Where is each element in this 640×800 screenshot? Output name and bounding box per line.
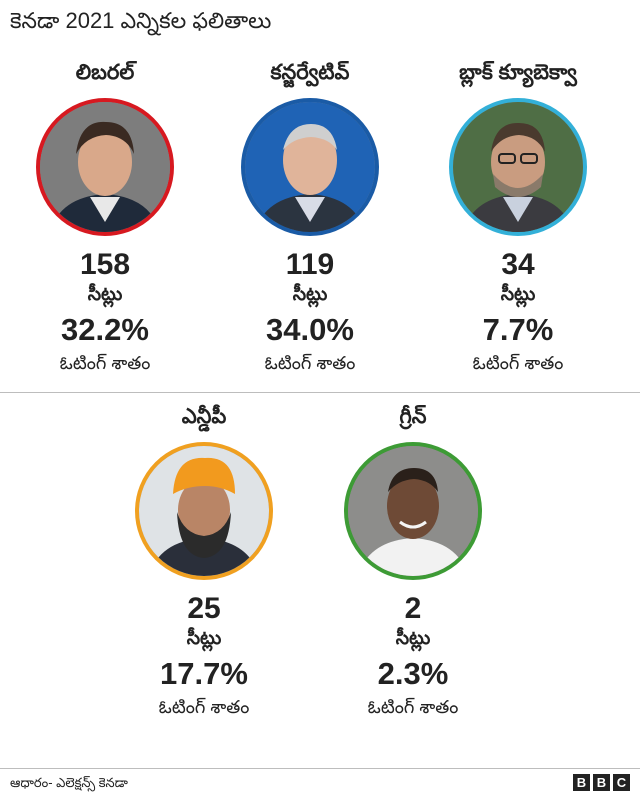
leader-photo xyxy=(241,98,379,236)
chart-title: కెనడా 2021 ఎన్నికల ఫలితాలు xyxy=(10,8,272,33)
seat-count: 2 xyxy=(404,592,422,625)
seats-label: సీట్లు xyxy=(186,628,222,649)
logo-letter: C xyxy=(613,774,630,791)
bbc-logo: B B C xyxy=(573,774,630,791)
party-name: బ్లాక్ క్యూబెక్వా xyxy=(459,61,577,84)
vote-share: 17.7% xyxy=(160,656,248,691)
party-card-liberal: లిబరల్ 158 సీట్లు 32.2% ఓటింగ్ శాతం xyxy=(5,58,205,376)
party-name: ఎన్డీపీ xyxy=(181,405,227,428)
seats-label: సీట్లు xyxy=(292,284,328,305)
leader-photo xyxy=(344,442,482,580)
row-divider xyxy=(0,392,640,393)
leader-photo xyxy=(135,442,273,580)
seat-count: 25 xyxy=(187,592,221,625)
seat-count: 119 xyxy=(285,248,335,281)
party-card-conservative: కన్జర్వేటివ్ 119 సీట్లు 34.0% ఓటింగ్ శాత… xyxy=(210,58,410,376)
party-name: లిబరల్ xyxy=(75,61,135,84)
vote-share: 7.7% xyxy=(482,312,554,347)
party-name: కన్జర్వేటివ్ xyxy=(270,61,350,84)
party-card-bloc: బ్లాక్ క్యూబెక్వా 34 సీట్లు 7.7% ఓటింగ్ … xyxy=(418,58,618,376)
party-card-green: గ్రీన్ 2 సీట్లు 2.3% ఓటింగ్ శాతం xyxy=(313,402,513,720)
vote-share-label: ఓటింగ్ శాతం xyxy=(158,697,250,717)
party-name: గ్రీన్ xyxy=(399,405,427,428)
seats-label: సీట్లు xyxy=(500,284,536,305)
leader-photo xyxy=(36,98,174,236)
seat-count: 158 xyxy=(79,248,131,281)
party-card-ndp: ఎన్డీపీ 25 సీట్లు 17.7% ఓటింగ్ శాతం xyxy=(104,402,304,720)
seats-label: సీట్లు xyxy=(395,628,431,649)
vote-share-label: ఓటింగ్ శాతం xyxy=(367,697,459,717)
seats-label: సీట్లు xyxy=(87,284,123,305)
logo-letter: B xyxy=(573,774,590,791)
leader-photo xyxy=(449,98,587,236)
seat-count: 34 xyxy=(501,248,535,281)
source-note: ఆధారం- ఎలెక్షన్స్ కెనడా xyxy=(10,775,128,790)
vote-share-label: ఓటింగ్ శాతం xyxy=(472,353,564,373)
vote-share-label: ఓటింగ్ శాతం xyxy=(59,353,151,373)
vote-share: 34.0% xyxy=(266,312,354,347)
footer-divider xyxy=(0,768,640,769)
logo-letter: B xyxy=(593,774,610,791)
vote-share-label: ఓటింగ్ శాతం xyxy=(264,353,356,373)
vote-share: 2.3% xyxy=(377,656,449,691)
vote-share: 32.2% xyxy=(61,312,149,347)
